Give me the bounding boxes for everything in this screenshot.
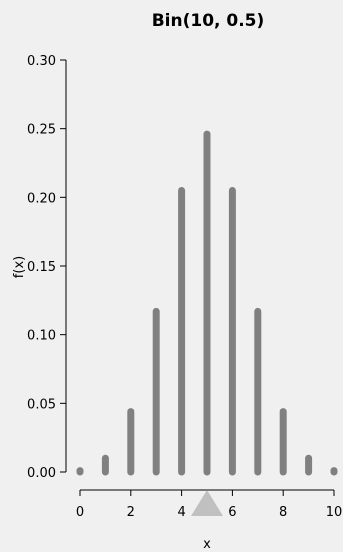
y-axis: 0.00 0.05 0.10 0.15 0.20 0.25 0.30 bbox=[27, 54, 67, 481]
x-tick-label: 4 bbox=[177, 505, 185, 520]
x-tick-label: 0 bbox=[76, 505, 84, 520]
y-tick-label: 0.30 bbox=[27, 54, 56, 69]
chart-title: Bin(10, 0.5) bbox=[152, 11, 265, 31]
x-tick-label: 6 bbox=[228, 505, 236, 520]
y-tick-label: 0.25 bbox=[27, 123, 56, 138]
mean-marker-triangle bbox=[191, 490, 223, 516]
y-tick-label: 0.15 bbox=[27, 260, 56, 275]
markers bbox=[191, 490, 223, 516]
x-tick-label: 2 bbox=[127, 505, 135, 520]
y-axis-label: f(x) bbox=[12, 256, 27, 278]
x-tick-label: 8 bbox=[279, 505, 287, 520]
bars bbox=[76, 130, 338, 476]
y-tick-label: 0.00 bbox=[27, 466, 56, 481]
y-tick-label: 0.10 bbox=[27, 329, 56, 344]
x-tick-label: 10 bbox=[326, 505, 343, 520]
y-tick-label: 0.05 bbox=[27, 397, 56, 412]
x-axis-label: x bbox=[203, 537, 211, 552]
y-tick-label: 0.20 bbox=[27, 191, 56, 206]
